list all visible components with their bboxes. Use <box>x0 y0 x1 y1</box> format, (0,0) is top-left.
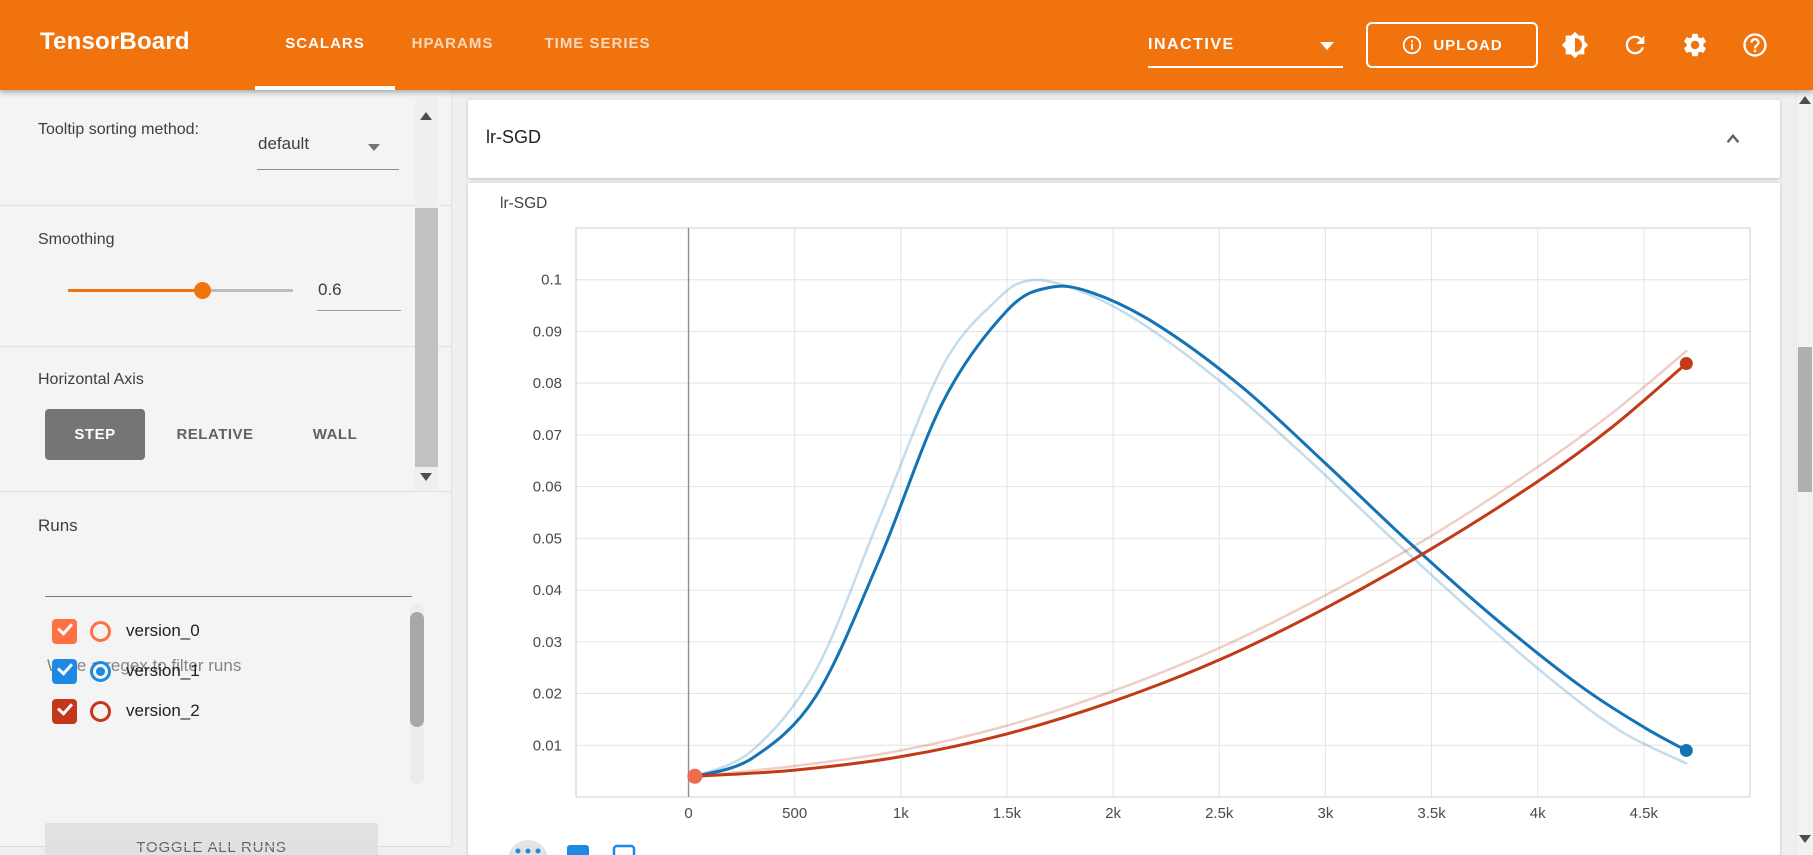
collapse-chevron-icon[interactable] <box>1720 126 1746 152</box>
help-icon[interactable] <box>1741 31 1769 59</box>
smoothing-value-underline <box>317 310 401 311</box>
tooltip-sorting-dropdown[interactable]: default <box>258 134 310 153</box>
svg-text:0.1: 0.1 <box>541 272 562 289</box>
scroll-up-icon[interactable] <box>420 112 432 120</box>
smoothing-slider-handle[interactable] <box>194 282 211 299</box>
tab-scalars[interactable]: SCALARS <box>255 0 395 86</box>
chevron-down-icon[interactable] <box>368 144 380 151</box>
tab-time-series-label: TIME SERIES <box>544 34 651 52</box>
run-checkbox[interactable] <box>52 659 77 684</box>
run-name: version_1 <box>126 661 200 680</box>
refresh-icon[interactable] <box>1621 31 1649 59</box>
run-radio[interactable] <box>90 621 111 642</box>
status-dropdown[interactable]: INACTIVE <box>1148 36 1235 53</box>
upload-label: UPLOAD <box>1433 36 1503 54</box>
svg-text:4.5k: 4.5k <box>1630 805 1659 822</box>
run-name: version_0 <box>126 621 200 640</box>
scroll-up-icon[interactable] <box>1799 96 1811 104</box>
toggle-all-runs-button[interactable]: TOGGLE ALL RUNS <box>45 823 378 855</box>
settings-scrollbar-thumb[interactable] <box>415 208 438 467</box>
svg-text:lr-SGD: lr-SGD <box>500 195 547 212</box>
svg-text:0.01: 0.01 <box>533 737 562 754</box>
runs-scrollbar-thumb[interactable] <box>410 612 424 727</box>
svg-text:0.08: 0.08 <box>533 375 562 392</box>
smoothing-label: Smoothing <box>38 231 115 248</box>
tab-scalars-label: SCALARS <box>285 34 365 52</box>
svg-text:2k: 2k <box>1105 805 1121 822</box>
lr-sgd-chart[interactable]: lr-SGD 0 500 1k 1.5k 2k 2.5k 3k 3.5k 4k 4.5k 0.01 0.… <box>468 183 1780 855</box>
svg-text:3k: 3k <box>1317 805 1333 822</box>
scalar-chart-card: lr-SGD 0 500 1k 1.5k 2k 2.5k 3k 3.5k 4k 4.5k 0.01 0.… <box>468 183 1780 855</box>
divider <box>0 346 452 347</box>
horizontal-axis-label: Horizontal Axis <box>38 371 144 388</box>
runs-filter-underline <box>45 596 412 597</box>
axis-relative-button[interactable]: RELATIVE <box>160 409 270 460</box>
divider <box>0 205 452 206</box>
chevron-down-icon[interactable] <box>1320 42 1334 50</box>
run-checkbox[interactable] <box>52 699 77 724</box>
tab-hparams[interactable]: HPARAMS <box>395 0 510 86</box>
divider <box>0 491 452 492</box>
axis-wall-button[interactable]: WALL <box>295 409 375 460</box>
run-row[interactable]: version_1 <box>38 652 410 692</box>
scroll-down-icon[interactable] <box>420 473 432 481</box>
svg-text:0.05: 0.05 <box>533 530 562 547</box>
app-title: TensorBoard <box>40 28 190 55</box>
settings-icon[interactable] <box>1681 31 1709 59</box>
info-icon <box>1403 35 1422 55</box>
tab-hparams-label: HPARAMS <box>411 34 494 52</box>
run-checkbox[interactable] <box>52 619 77 644</box>
chart-action-icon[interactable] <box>612 844 636 855</box>
smoothing-value[interactable]: 0.6 <box>318 280 342 299</box>
tab-time-series[interactable]: TIME SERIES <box>525 0 670 86</box>
main-scrollbar-thumb[interactable] <box>1798 347 1812 492</box>
svg-text:0.02: 0.02 <box>533 686 562 703</box>
svg-text:0.04: 0.04 <box>533 582 562 599</box>
group-title: lr-SGD <box>486 127 541 147</box>
dropdown-underline <box>257 169 399 170</box>
runs-label: Runs <box>38 516 78 535</box>
settings-sidebar: Tooltip sorting method: default Smoothin… <box>0 90 452 855</box>
scroll-down-icon[interactable] <box>1799 835 1811 843</box>
run-radio[interactable] <box>90 661 111 682</box>
svg-text:0: 0 <box>684 805 692 822</box>
run-radio[interactable] <box>90 701 111 722</box>
svg-text:0.07: 0.07 <box>533 427 562 444</box>
app-header: TensorBoard SCALARS HPARAMS TIME SERIES … <box>0 0 1813 90</box>
scalar-group-card <box>468 100 1780 178</box>
svg-text:1.5k: 1.5k <box>993 805 1022 822</box>
run-row[interactable]: version_0 <box>38 612 410 652</box>
svg-text:4k: 4k <box>1530 805 1546 822</box>
svg-text:0.06: 0.06 <box>533 479 562 496</box>
theme-toggle-icon[interactable] <box>1561 31 1589 59</box>
smoothing-slider-fill <box>68 289 203 292</box>
divider <box>0 846 451 847</box>
svg-text:0.09: 0.09 <box>533 323 562 340</box>
chart-action-icon[interactable] <box>567 845 589 855</box>
axis-step-button[interactable]: STEP <box>45 409 145 460</box>
active-tab-indicator <box>255 86 395 90</box>
tooltip-sorting-label: Tooltip sorting method: <box>38 121 199 138</box>
svg-text:2.5k: 2.5k <box>1205 805 1234 822</box>
upload-button[interactable]: UPLOAD <box>1366 22 1538 68</box>
status-dropdown-underline <box>1148 66 1343 68</box>
svg-text:500: 500 <box>782 805 807 822</box>
svg-text:3.5k: 3.5k <box>1417 805 1446 822</box>
svg-text:1k: 1k <box>893 805 909 822</box>
run-name: version_2 <box>126 701 200 720</box>
run-row[interactable]: version_2 <box>38 692 410 732</box>
svg-text:0.03: 0.03 <box>533 634 562 651</box>
